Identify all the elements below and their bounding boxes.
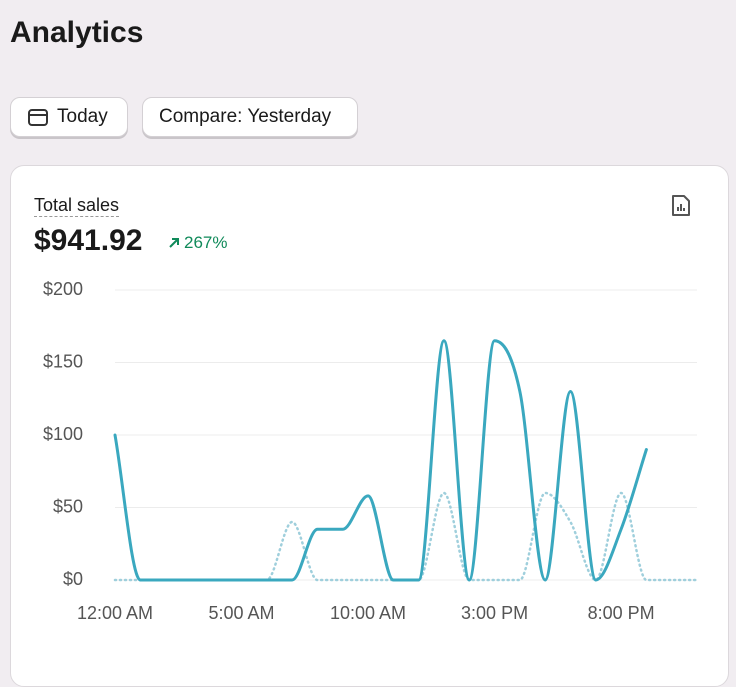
x-tick-label: 8:00 PM bbox=[588, 603, 655, 623]
x-tick-label: 10:00 AM bbox=[330, 603, 406, 623]
date-button[interactable]: Today bbox=[10, 97, 128, 137]
x-tick-label: 12:00 AM bbox=[77, 603, 153, 623]
card-label: Total sales bbox=[34, 195, 120, 217]
y-tick-label: $0 bbox=[63, 569, 83, 589]
up-arrow bbox=[169, 238, 179, 248]
button-label: Today bbox=[57, 106, 108, 127]
card-value: $941.92 bbox=[34, 224, 143, 257]
chart: $0 $50 $100 $150 $200 12:00 AM 5:00 AM 10:00 AM… bbox=[43, 195, 699, 623]
export-icon bbox=[672, 195, 690, 216]
y-tick-label: $200 bbox=[43, 279, 83, 299]
y-tick-label: $50 bbox=[53, 496, 83, 516]
compare-button[interactable]: Compare: Yesterday bbox=[142, 97, 358, 137]
calendar-icon bbox=[28, 109, 48, 126]
series-line bbox=[113, 491, 699, 582]
series-line bbox=[113, 339, 648, 582]
x-tick-label: 5:00 AM bbox=[208, 603, 274, 623]
change-value: 267% bbox=[184, 233, 228, 252]
x-tick-label: 3:00 PM bbox=[461, 603, 528, 623]
y-tick-label: $150 bbox=[43, 351, 83, 371]
page: Analytics Today Compare: Yesterday Total… bbox=[10, 16, 729, 687]
page-title: Analytics bbox=[10, 16, 144, 49]
button-label: Compare: Yesterday bbox=[159, 106, 332, 127]
y-tick-label: $100 bbox=[43, 424, 83, 444]
change: 267% bbox=[168, 233, 227, 253]
sales-card bbox=[10, 165, 729, 687]
